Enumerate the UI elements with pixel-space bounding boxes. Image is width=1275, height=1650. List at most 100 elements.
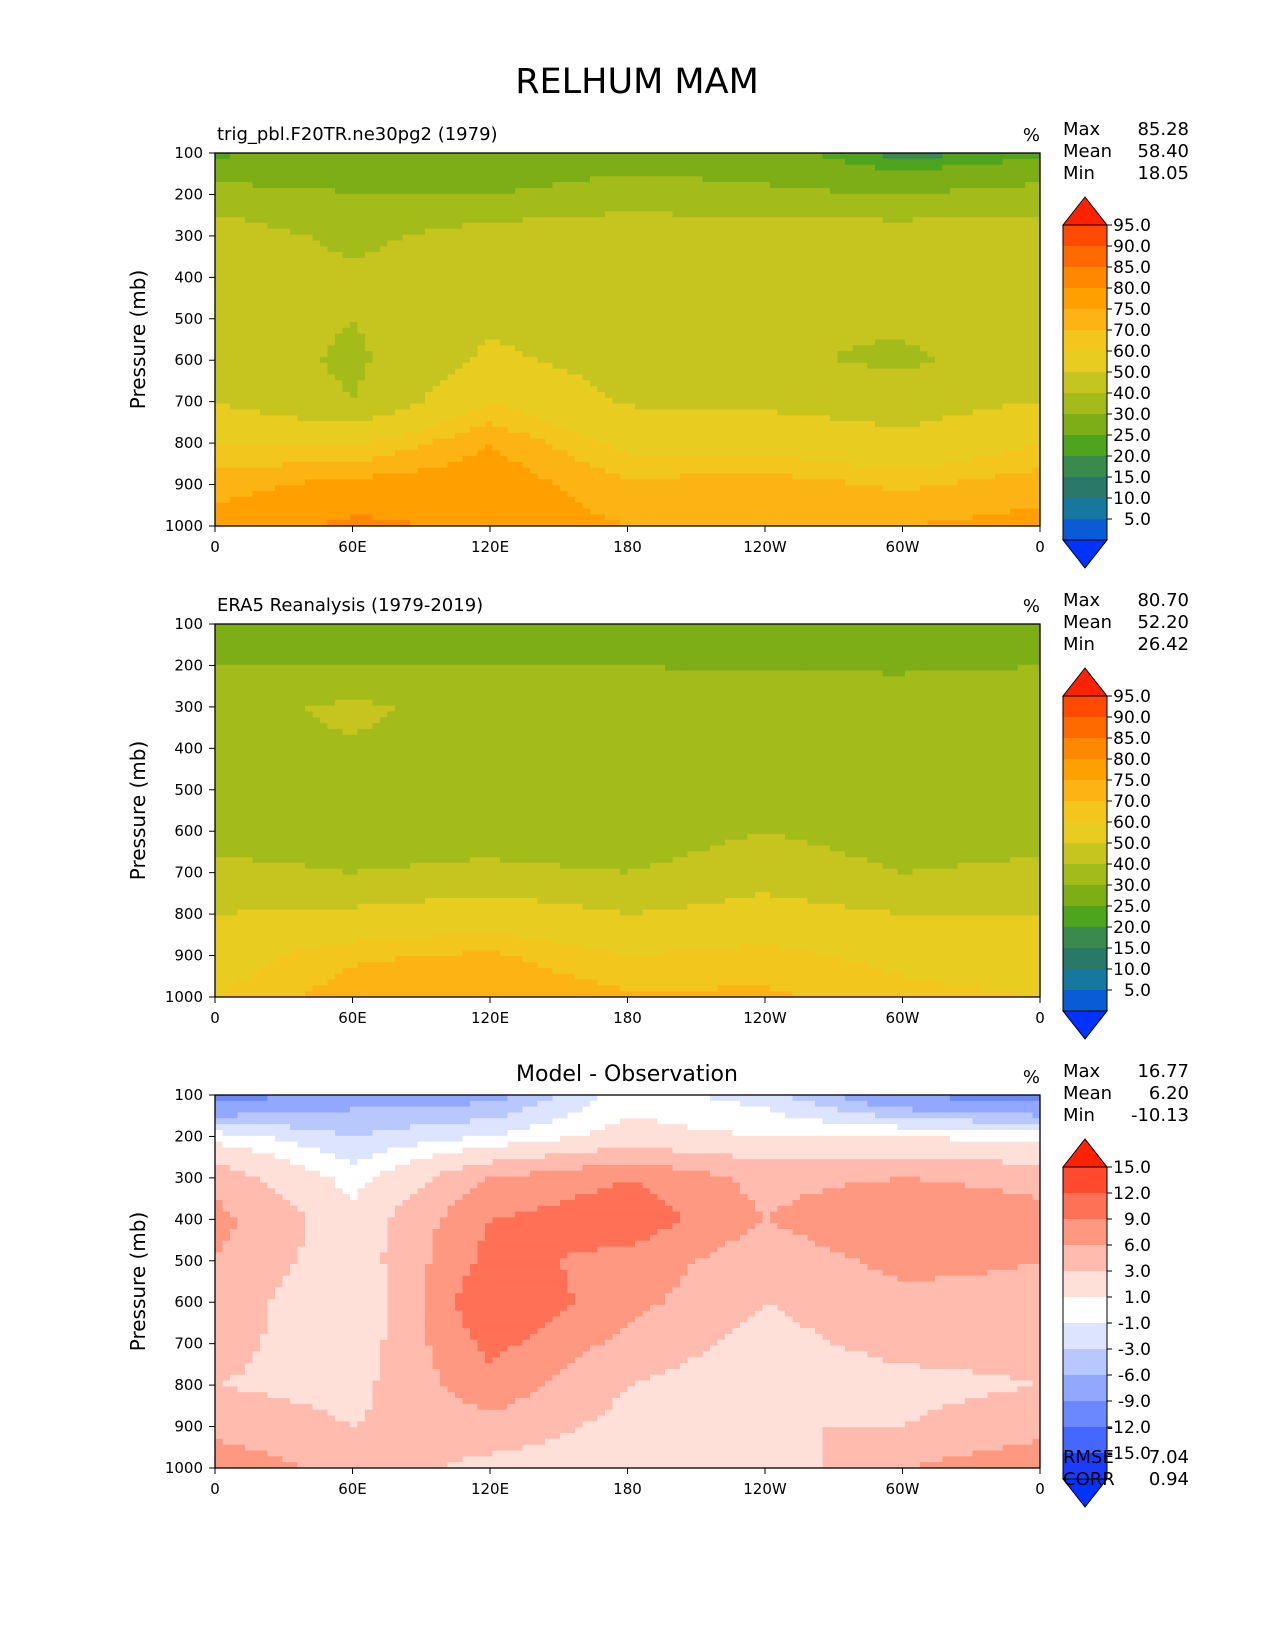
contour-cell (755, 362, 764, 370)
contour-cell (785, 263, 794, 271)
contour-cell (800, 322, 809, 329)
contour-cell (860, 409, 869, 416)
contour-cell (545, 298, 554, 306)
contour-cell (770, 356, 779, 364)
contour-cell (575, 240, 584, 247)
contour-cell (620, 205, 629, 212)
contour-cell (807, 199, 816, 207)
contour-cell (695, 298, 704, 306)
contour-cell (830, 193, 839, 201)
contour-cell (792, 362, 801, 370)
contour-cell (297, 362, 306, 370)
contour-cell (350, 281, 359, 288)
contour-cell (597, 292, 606, 300)
contour-cell (560, 257, 569, 265)
contour-cell (432, 327, 441, 335)
contour-cell (605, 217, 614, 224)
contour-cell (312, 386, 321, 393)
contour-cell (777, 164, 786, 172)
contour-cell (417, 211, 426, 218)
contour-cell (815, 187, 824, 195)
contour-cell (912, 281, 921, 288)
contour-cell (672, 362, 681, 370)
contour-cell (312, 287, 321, 294)
contour-cell (830, 222, 839, 230)
contour-cell (905, 345, 914, 352)
contour-cell (590, 222, 599, 230)
contour-cell (942, 153, 951, 160)
contour-cell (365, 322, 374, 329)
contour-cell (905, 199, 914, 207)
contour-cell (687, 228, 696, 236)
contour-cell (642, 170, 651, 177)
contour-cell (560, 217, 569, 224)
contour-cell (597, 374, 606, 381)
contour-cell (980, 356, 989, 364)
contour-cell (462, 275, 471, 282)
contour-cell (365, 362, 374, 370)
contour-cell (297, 153, 306, 160)
contour-cell (777, 228, 786, 236)
contour-cell (935, 234, 944, 242)
contour-cell (267, 304, 276, 311)
contour-cell (725, 252, 734, 259)
contour-cell (365, 187, 374, 195)
contour-cell (297, 327, 306, 335)
contour-cell (822, 310, 831, 317)
contour-cell (882, 362, 891, 370)
contour-cell (717, 263, 726, 271)
contour-cell (432, 176, 441, 183)
contour-cell (912, 310, 921, 317)
contour-cell (740, 339, 749, 346)
contour-cell (1025, 351, 1034, 358)
contour-cell (987, 158, 996, 166)
contour-cell (965, 263, 974, 271)
contour-cell (687, 397, 696, 405)
contour-cell (657, 345, 666, 352)
contour-cell (410, 263, 419, 271)
contour-cell (822, 362, 831, 370)
contour-cell (807, 310, 816, 317)
contour-cell (725, 211, 734, 218)
contour-cell (740, 298, 749, 306)
contour-cell (387, 275, 396, 282)
contour-cell (1002, 275, 1011, 282)
contour-cell (867, 170, 876, 177)
contour-cell (522, 199, 531, 207)
contour-cell (852, 339, 861, 346)
contour-cell (582, 322, 591, 329)
contour-cell (635, 275, 644, 282)
contour-cell (785, 176, 794, 183)
contour-cell (702, 222, 711, 230)
contour-cell (620, 257, 629, 265)
contour-cell (462, 281, 471, 288)
contour-cell (582, 397, 591, 405)
contour-cell (687, 263, 696, 271)
contour-cell (462, 327, 471, 335)
contour-cell (987, 217, 996, 224)
contour-cell (732, 187, 741, 195)
contour-cell (837, 199, 846, 207)
contour-cell (470, 164, 479, 172)
contour-cell (642, 368, 651, 376)
contour-cell (1002, 252, 1011, 259)
contour-cell (755, 339, 764, 346)
contour-cell (305, 327, 314, 335)
contour-cell (785, 339, 794, 346)
contour-cell (957, 327, 966, 335)
contour-cell (597, 199, 606, 207)
contour-cell (380, 246, 389, 253)
contour-cell (560, 182, 569, 189)
contour-cell (875, 322, 884, 329)
contour-cell (807, 182, 816, 189)
contour-cell (732, 158, 741, 166)
contour-cell (245, 397, 254, 405)
contour-cell (642, 234, 651, 242)
contour-cell (432, 362, 441, 370)
contour-cell (410, 211, 419, 218)
contour-cell (545, 199, 554, 207)
contour-cell (927, 391, 936, 399)
contour-cell (957, 228, 966, 236)
contour-cell (1010, 374, 1019, 381)
contour-cell (650, 281, 659, 288)
